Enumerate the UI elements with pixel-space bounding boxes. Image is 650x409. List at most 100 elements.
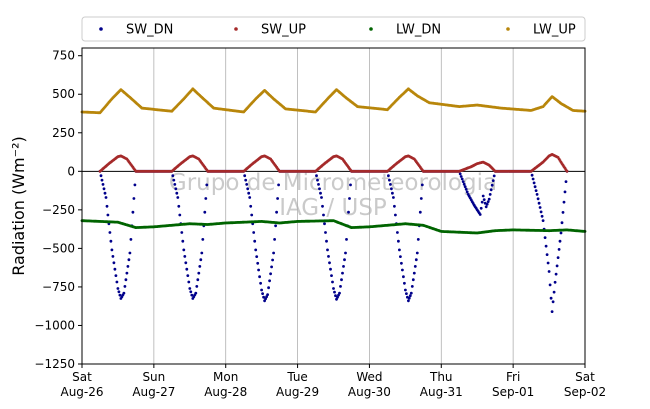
data-point xyxy=(113,267,117,271)
data-point xyxy=(396,231,399,234)
legend-label: LW_DN xyxy=(396,23,441,38)
watermark: Grupo de Micrometeorologia IAG / USP xyxy=(169,170,497,221)
data-point xyxy=(256,261,260,265)
data-point xyxy=(489,188,493,192)
legend-marker xyxy=(506,27,510,31)
legend[interactable]: SW_DN SW_UP LW_DN LW_UP xyxy=(81,16,586,42)
y-tick-label: −1250 xyxy=(34,357,75,371)
data-point xyxy=(178,213,182,217)
data-point xyxy=(102,187,106,191)
data-point xyxy=(544,244,548,248)
data-point xyxy=(464,187,468,191)
data-point xyxy=(479,206,483,210)
x-tick-date-label: Aug-31 xyxy=(420,385,463,399)
data-point xyxy=(397,239,400,243)
data-point xyxy=(247,191,251,195)
data-point xyxy=(267,286,270,290)
data-point xyxy=(418,210,422,214)
data-point xyxy=(315,174,318,178)
data-point xyxy=(419,197,423,200)
data-point xyxy=(110,248,114,252)
data-point xyxy=(389,183,392,186)
data-point xyxy=(480,200,484,204)
x-tick-date-label: Aug-27 xyxy=(132,385,175,399)
data-point xyxy=(559,231,563,235)
data-point xyxy=(549,296,553,300)
data-point xyxy=(335,297,338,301)
data-point xyxy=(261,292,264,295)
x-tick-day-label: Thu xyxy=(429,370,453,384)
series-sw-up xyxy=(98,153,569,173)
data-point xyxy=(182,248,186,252)
data-point xyxy=(250,213,254,217)
data-point xyxy=(347,210,350,214)
data-point xyxy=(557,248,561,251)
data-point xyxy=(560,221,564,225)
data-point xyxy=(565,169,569,173)
data-point xyxy=(244,178,248,182)
data-point xyxy=(122,291,126,295)
data-point xyxy=(541,219,545,223)
data-point xyxy=(545,253,549,256)
x-tick-date-label: Sep-01 xyxy=(492,385,534,399)
data-point xyxy=(257,268,260,272)
data-point xyxy=(199,258,203,262)
data-point xyxy=(485,202,489,206)
data-point xyxy=(336,295,339,299)
data-point xyxy=(115,280,119,284)
data-point xyxy=(103,191,107,195)
data-point xyxy=(258,275,261,279)
data-point xyxy=(104,196,108,199)
data-point xyxy=(245,183,249,186)
data-point xyxy=(174,187,178,191)
data-point xyxy=(111,255,115,258)
data-point xyxy=(128,251,132,255)
data-point xyxy=(181,239,185,243)
legend-label: LW_UP xyxy=(533,23,576,38)
data-point xyxy=(391,191,394,195)
data-point xyxy=(394,213,397,217)
data-point xyxy=(460,177,464,181)
data-point xyxy=(488,193,492,196)
data-point xyxy=(478,213,482,216)
data-point xyxy=(561,211,565,214)
data-point xyxy=(392,196,395,199)
data-point xyxy=(531,177,535,181)
series-lw-up xyxy=(80,87,587,115)
x-tick-date-label: Aug-29 xyxy=(276,385,319,399)
legend-marker xyxy=(234,27,238,31)
data-point xyxy=(269,272,272,276)
data-point xyxy=(405,292,408,295)
data-point xyxy=(277,183,280,187)
data-point xyxy=(114,274,118,277)
data-point xyxy=(255,255,259,258)
data-point xyxy=(173,183,177,186)
data-point xyxy=(401,268,404,272)
data-point xyxy=(400,261,403,265)
data-point xyxy=(410,285,414,288)
data-point xyxy=(349,183,352,187)
data-point xyxy=(188,287,192,290)
data-point xyxy=(322,213,325,217)
data-point xyxy=(546,261,550,265)
data-point xyxy=(186,274,190,277)
data-point xyxy=(101,183,105,186)
data-point xyxy=(260,288,263,292)
data-point xyxy=(268,279,271,283)
data-point xyxy=(535,193,539,196)
x-tick-date-label: Aug-28 xyxy=(204,385,247,399)
data-point xyxy=(132,197,136,200)
data-point xyxy=(536,197,540,201)
data-point xyxy=(413,265,417,268)
data-point xyxy=(532,181,536,185)
data-point xyxy=(412,271,416,275)
data-point xyxy=(195,285,199,288)
data-point xyxy=(117,290,121,294)
data-point xyxy=(491,179,495,183)
data-point xyxy=(543,236,547,240)
legend-marker xyxy=(99,27,103,31)
data-point xyxy=(171,174,175,178)
data-point xyxy=(187,280,191,284)
